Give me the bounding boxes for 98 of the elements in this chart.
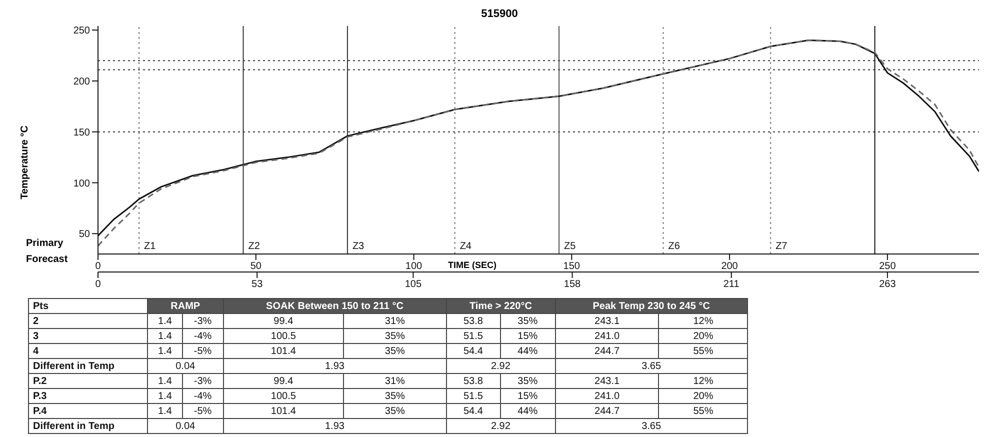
text: P.4 [28, 404, 148, 418]
y-tick-label: 150 [73, 127, 90, 138]
ref-line-label: Z3 [352, 241, 365, 252]
text: Peak Temp 230 to 245 °C [555, 298, 748, 314]
text: 35% [344, 388, 446, 404]
text: P.2 [28, 374, 148, 388]
text: 241.0 [555, 328, 659, 344]
text: 241.0 [555, 388, 659, 404]
text: -3% [182, 374, 224, 388]
text: 51.5 [446, 328, 500, 344]
text: 35% [500, 314, 556, 328]
text: 54.4 [446, 344, 500, 358]
text: 0.04 [148, 358, 224, 374]
text: 3 [28, 328, 148, 344]
x2-tick-label: 211 [723, 279, 740, 290]
text: 3.65 [555, 358, 748, 374]
text: 101.4 [223, 404, 344, 418]
y-tick-label: 200 [73, 76, 90, 88]
text: 35% [344, 404, 446, 418]
text: -4% [182, 388, 224, 404]
text: 20% [658, 388, 748, 404]
x-tick-label: 200 [721, 261, 738, 272]
text: Different in Temp [28, 358, 148, 374]
text: 35% [500, 374, 556, 388]
x2-tick-label: 158 [564, 279, 582, 290]
text: 12% [658, 314, 748, 328]
y-tick-label: 250 [73, 26, 90, 37]
text: 243.1 [555, 374, 659, 388]
ref-line-label: Z7 [776, 241, 788, 252]
text: 12% [658, 374, 748, 388]
ref-line-label: Z6 [668, 241, 680, 252]
y-tick-label: 100 [73, 178, 90, 190]
text: 100.5 [223, 388, 344, 404]
text: 2.92 [446, 358, 556, 374]
text: 1.93 [223, 418, 446, 434]
ref-line-label: Z4 [460, 241, 472, 252]
text: 2 [28, 314, 148, 328]
text: SOAK Between 150 to 211 °C [223, 298, 446, 314]
x-tick-label: 250 [879, 261, 896, 272]
text: 54.4 [446, 404, 500, 418]
ref-line-label: Z1 [144, 241, 156, 252]
x-tick-label: 50 [250, 261, 262, 272]
ref-line-label: Z5 [564, 241, 576, 252]
x2-tick-label: 0 [95, 279, 102, 290]
text: 2.92 [446, 418, 556, 434]
text: 100.5 [223, 328, 344, 344]
x2-tick-label: 105 [404, 279, 422, 290]
text: -3% [182, 314, 224, 328]
text: 99.4 [223, 314, 344, 328]
x-tick-label: 0 [95, 261, 102, 272]
chart-title: 515900 [480, 8, 519, 22]
text: Different in Temp [28, 418, 148, 434]
ref-line-label: Z2 [248, 241, 260, 252]
x-tick-label: 100 [405, 261, 423, 272]
text: 20% [658, 328, 748, 344]
text: 3.65 [555, 418, 748, 434]
text: 53.8 [446, 374, 500, 388]
text: 31% [344, 374, 446, 388]
text: Time > 220°C [446, 298, 556, 314]
text: 55% [658, 404, 748, 418]
text: 31% [344, 314, 446, 328]
text: 1.4 [148, 314, 182, 328]
y-tick-label: 50 [78, 229, 90, 240]
text: 244.7 [555, 344, 659, 358]
text: 99.4 [223, 374, 344, 388]
text: -5% [182, 344, 224, 358]
x2-tick-label: 53 [252, 279, 264, 290]
text: P.3 [28, 388, 148, 404]
text: 15% [500, 328, 556, 344]
text: 55% [658, 344, 748, 358]
text: 1.4 [148, 344, 182, 358]
text: 1.4 [148, 404, 182, 418]
text: 1.4 [148, 388, 182, 404]
text: 53.8 [446, 314, 500, 328]
text: Primary [26, 238, 64, 249]
text: RAMP [148, 298, 224, 314]
text: 44% [500, 344, 556, 358]
text: -4% [182, 328, 224, 344]
text: 101.4 [223, 344, 344, 358]
text: Pts [28, 298, 148, 314]
text: 243.1 [555, 314, 659, 328]
text: 1.93 [223, 358, 446, 374]
text: 4 [28, 344, 148, 358]
text: Forecast [26, 254, 68, 265]
y-axis-title: Temperature °C [20, 125, 30, 199]
text: 1.4 [148, 328, 182, 344]
text: 35% [344, 344, 446, 358]
x-axis-title: TIME (SEC) [448, 260, 496, 270]
text: 44% [500, 404, 556, 418]
text: 1.4 [148, 374, 182, 388]
text: -5% [182, 404, 224, 418]
text: 244.7 [555, 404, 659, 418]
text: 15% [500, 388, 556, 404]
x-tick-label: 150 [563, 261, 580, 272]
text: 35% [344, 328, 446, 344]
x2-tick-label: 263 [879, 279, 896, 290]
text: 0.04 [148, 418, 224, 434]
text: 51.5 [446, 388, 500, 404]
